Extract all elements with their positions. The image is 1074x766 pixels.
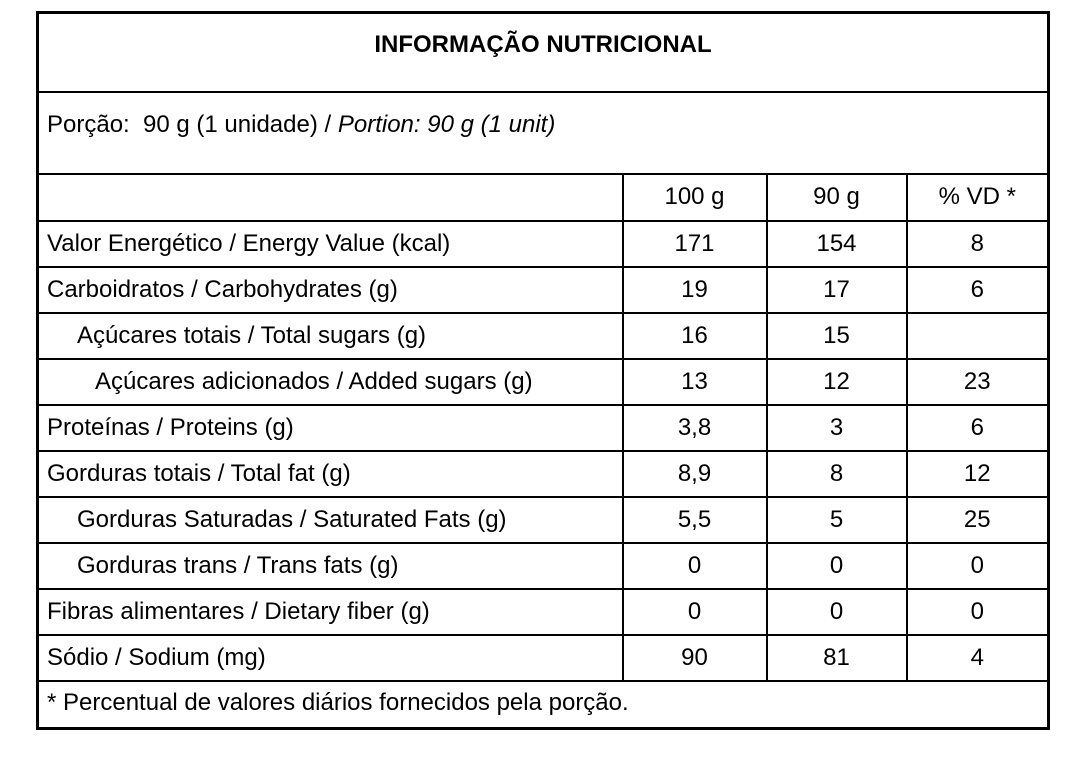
portion-text-pt: Porção: 90 g (1 unidade) / <box>47 110 338 138</box>
footnote-row: * Percentual de valores diários fornecid… <box>36 679 1050 730</box>
nutrient-label: Proteínas / Proteins (g) <box>36 403 624 452</box>
nutrient-label: Valor Energético / Energy Value (kcal) <box>36 219 624 268</box>
value-vd-percent: 4 <box>905 633 1050 682</box>
value-per-100g: 0 <box>621 587 768 636</box>
nutrient-label: Gorduras Saturadas / Saturated Fats (g) <box>36 495 624 544</box>
nutrient-label: Carboidratos / Carbohydrates (g) <box>36 265 624 314</box>
nutrition-facts-table: INFORMAÇÃO NUTRICIONAL Porção: 90 g (1 u… <box>36 11 1050 730</box>
nutrient-label: Fibras alimentares / Dietary fiber (g) <box>36 587 624 636</box>
value-per-100g: 16 <box>621 311 768 360</box>
value-per-100g: 8,9 <box>621 449 768 498</box>
value-per-portion: 12 <box>765 357 908 406</box>
table-row-dietary-fiber: Fibras alimentares / Dietary fiber (g) 0… <box>36 587 1050 636</box>
value-per-portion: 8 <box>765 449 908 498</box>
value-per-100g: 0 <box>621 541 768 590</box>
value-per-portion: 17 <box>765 265 908 314</box>
table-title: INFORMAÇÃO NUTRICIONAL <box>36 11 1050 93</box>
nutrient-label: Sódio / Sodium (mg) <box>36 633 624 682</box>
value-vd-percent <box>905 311 1050 360</box>
nutrient-label: Gorduras trans / Trans fats (g) <box>36 541 624 590</box>
value-per-100g: 19 <box>621 265 768 314</box>
value-per-portion: 81 <box>765 633 908 682</box>
value-per-portion: 5 <box>765 495 908 544</box>
table-row-saturated-fats: Gorduras Saturadas / Saturated Fats (g) … <box>36 495 1050 544</box>
table-row-carbohydrates: Carboidratos / Carbohydrates (g) 19 17 6 <box>36 265 1050 314</box>
value-per-portion: 0 <box>765 587 908 636</box>
value-per-portion: 3 <box>765 403 908 452</box>
value-vd-percent: 6 <box>905 403 1050 452</box>
table-row-total-sugars: Açúcares totais / Total sugars (g) 16 15 <box>36 311 1050 360</box>
column-header-90g: 90 g <box>765 172 908 222</box>
value-vd-percent: 8 <box>905 219 1050 268</box>
value-per-100g: 90 <box>621 633 768 682</box>
value-per-100g: 13 <box>621 357 768 406</box>
value-per-portion: 15 <box>765 311 908 360</box>
value-per-portion: 154 <box>765 219 908 268</box>
portion-text-en: Portion: 90 g (1 unit) <box>337 110 556 138</box>
value-vd-percent: 0 <box>905 587 1050 636</box>
footnote: * Percentual de valores diários fornecid… <box>36 679 1050 730</box>
nutrient-label: Gorduras totais / Total fat (g) <box>36 449 624 498</box>
table-row-trans-fats: Gorduras trans / Trans fats (g) 0 0 0 <box>36 541 1050 590</box>
table-row-sodium: Sódio / Sodium (mg) 90 81 4 <box>36 633 1050 682</box>
column-header-row: 100 g 90 g % VD * <box>36 172 1050 222</box>
table-row-total-fat: Gorduras totais / Total fat (g) 8,9 8 12 <box>36 449 1050 498</box>
table-row-energy: Valor Energético / Energy Value (kcal) 1… <box>36 219 1050 268</box>
value-per-100g: 5,5 <box>621 495 768 544</box>
portion-cell: Porção: 90 g (1 unidade) / Portion: 90 g… <box>36 90 1050 175</box>
value-vd-percent: 6 <box>905 265 1050 314</box>
value-per-100g: 3,8 <box>621 403 768 452</box>
value-vd-percent: 0 <box>905 541 1050 590</box>
nutrient-label: Açúcares totais / Total sugars (g) <box>36 311 624 360</box>
column-header-empty <box>36 172 624 222</box>
value-vd-percent: 23 <box>905 357 1050 406</box>
value-per-100g: 171 <box>621 219 768 268</box>
table-row-proteins: Proteínas / Proteins (g) 3,8 3 6 <box>36 403 1050 452</box>
column-header-100g: 100 g <box>621 172 768 222</box>
value-vd-percent: 12 <box>905 449 1050 498</box>
value-vd-percent: 25 <box>905 495 1050 544</box>
table-row-added-sugars: Açúcares adicionados / Added sugars (g) … <box>36 357 1050 406</box>
portion-row: Porção: 90 g (1 unidade) / Portion: 90 g… <box>36 90 1050 175</box>
title-row: INFORMAÇÃO NUTRICIONAL <box>36 11 1050 93</box>
column-header-vd-percent: % VD * <box>905 172 1050 222</box>
nutrient-label: Açúcares adicionados / Added sugars (g) <box>36 357 624 406</box>
value-per-portion: 0 <box>765 541 908 590</box>
